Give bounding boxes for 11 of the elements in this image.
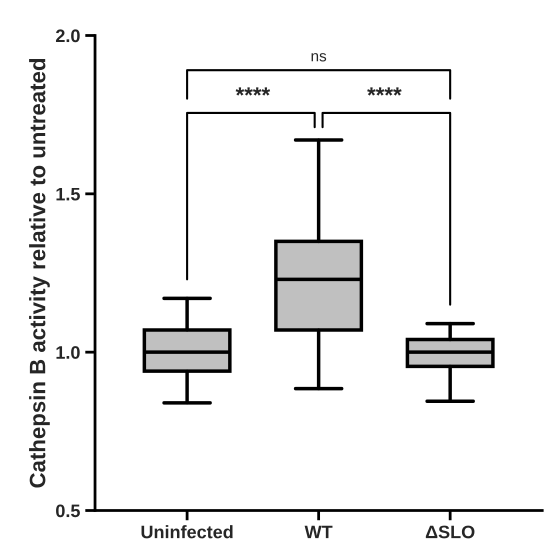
annotation: ****	[367, 87, 402, 96]
annotation: ns	[312, 53, 326, 62]
y-tick-label: 1.0	[56, 346, 80, 359]
y-tick-label: 1.5	[56, 188, 80, 201]
annotation: ****	[236, 87, 270, 96]
x-tick-label: Uninfected	[142, 525, 233, 538]
y-tick-label: 2.0	[56, 29, 80, 42]
x-tick-label: WT	[304, 526, 332, 538]
y-axis-title: Cathepsin B activity relative to untreated	[29, 58, 50, 488]
y-tick-label: 0.5	[56, 504, 80, 518]
x-tick-label: ΔSLO	[426, 526, 474, 538]
